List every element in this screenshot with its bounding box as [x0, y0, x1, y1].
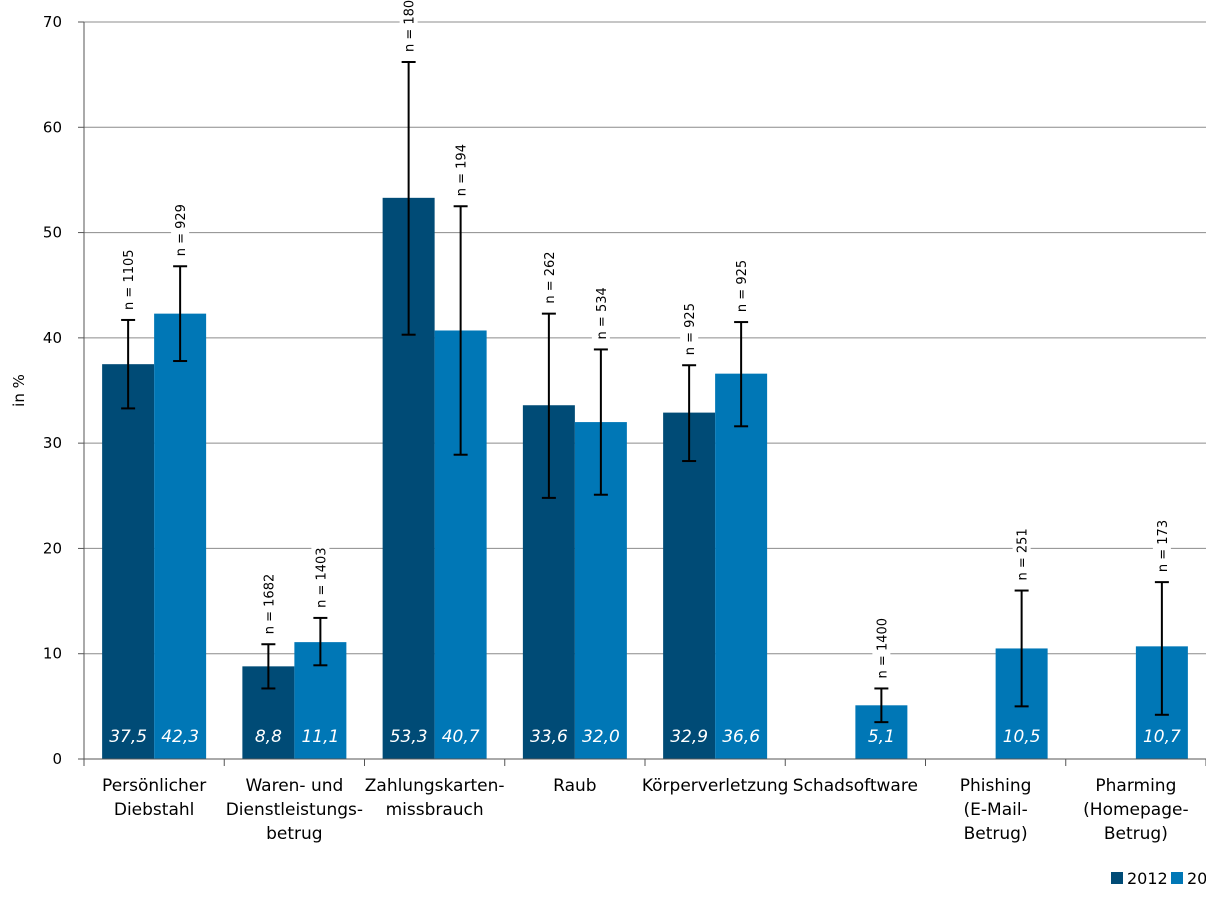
category-label: Schadsoftware — [793, 776, 918, 796]
sample-size-bg — [680, 301, 699, 358]
data-label: 10,7 — [1143, 727, 1181, 747]
data-label: 32,9 — [670, 727, 708, 747]
y-tick-label: 20 — [43, 539, 62, 557]
data-label: 36,6 — [722, 727, 760, 747]
sample-size-label: n = 1105 — [122, 249, 137, 309]
sample-size-label: n = 925 — [683, 303, 698, 355]
category-label: Zahlungskarten-missbrauch — [365, 776, 505, 820]
category-label-line: missbrauch — [386, 800, 484, 820]
legend-swatch — [1171, 872, 1183, 884]
category-label: Phishing (E-Mail- Betrug) — [960, 776, 1032, 844]
data-label: 53,3 — [390, 727, 428, 747]
legend-label: 2017 — [1187, 869, 1206, 888]
category-label: Körperverletzung — [642, 776, 789, 796]
data-label: 5,1 — [868, 727, 895, 747]
category-label-line: Diebstahl — [114, 800, 195, 820]
sample-size-bg — [119, 248, 138, 312]
sample-size-label: n = 194 — [455, 144, 470, 196]
error-bars — [121, 61, 1169, 724]
data-label: 33,6 — [530, 727, 568, 747]
sample-size-label: n = 180 — [403, 0, 418, 52]
axes: 0 10 20 30 40 50 60 70 in % — [10, 13, 1206, 768]
category-label-line: Pharming — [1095, 776, 1176, 796]
sample-size-label: n = 173 — [1156, 520, 1171, 572]
y-tick-label: 30 — [43, 434, 62, 452]
y-tick-label: 10 — [43, 645, 62, 663]
data-label: 8,8 — [255, 727, 282, 747]
sample-size-bg — [171, 202, 190, 259]
y-tick-label: 0 — [52, 750, 62, 768]
legend-swatch — [1111, 872, 1123, 884]
category-labels: Persönlicher Diebstahl Waren- und Dienstlei… — [102, 776, 1189, 844]
category-label-line: Raub — [553, 776, 596, 796]
y-tick-label: 50 — [43, 224, 62, 242]
data-label: 11,1 — [301, 727, 339, 747]
category-label-line: Waren- und — [245, 776, 343, 796]
category-label-line: Körperverletzung — [642, 776, 789, 796]
bar — [663, 412, 716, 759]
category-label-line: Persönlicher — [102, 776, 206, 796]
sample-size-label: n = 251 — [1016, 528, 1031, 580]
category-label: Raub — [553, 776, 596, 796]
data-label: 37,5 — [109, 727, 147, 747]
sample-size-label: n = 929 — [174, 204, 189, 256]
sample-size-bg — [591, 285, 610, 342]
category-label-line: Betrug) — [964, 824, 1028, 844]
bars: 37,5 42,3 8,8 11,1 53,3 40,7 33,6 32,0 32,9 36,6 5… — [102, 197, 1188, 759]
category-label-line: Dienstleistungs- — [226, 800, 363, 820]
legend-label: 2012 — [1127, 869, 1168, 888]
gridlines — [84, 21, 1206, 655]
sample-size-bg — [451, 142, 470, 199]
y-axis-label: in % — [10, 374, 28, 407]
category-label-line: (E-Mail- — [964, 800, 1028, 820]
sample-size-bg — [732, 258, 751, 315]
sample-size-bg — [399, 0, 418, 55]
category-label-line: (Homepage- — [1083, 800, 1188, 820]
sample-size-label: n = 1682 — [262, 574, 277, 634]
sample-size-bg — [539, 249, 558, 306]
data-label: 40,7 — [442, 727, 480, 747]
data-label: 42,3 — [161, 727, 199, 747]
category-label-line: Schadsoftware — [793, 776, 918, 796]
sample-size-bg — [1152, 518, 1171, 575]
legend: 2012 2017 — [1111, 869, 1206, 888]
category-label-line: Zahlungskarten- — [365, 776, 505, 796]
category-label: Persönlicher Diebstahl — [102, 776, 206, 820]
y-tick-label: 70 — [43, 13, 62, 31]
data-label: 32,0 — [582, 727, 620, 747]
sample-size-bg — [311, 546, 330, 610]
category-label-line: betrug — [266, 824, 322, 844]
category-label-line: Betrug) — [1104, 824, 1168, 844]
category-label-line: Phishing — [960, 776, 1032, 796]
sample-size-label: n = 1403 — [314, 547, 329, 607]
category-label: Pharming (Homepage- Betrug) — [1083, 776, 1188, 844]
sample-size-label: n = 262 — [543, 251, 558, 303]
data-label: 10,5 — [1003, 727, 1041, 747]
sample-size-labels: n = 1105 n = 929 n = 1682 n = 1403 n = 180 n … — [119, 0, 1171, 681]
y-tick-label: 40 — [43, 329, 62, 347]
bar — [102, 364, 155, 759]
bar — [715, 373, 768, 759]
sample-size-label: n = 1400 — [875, 618, 890, 678]
sample-size-bg — [872, 617, 891, 681]
sample-size-label: n = 534 — [595, 287, 610, 339]
category-label: Waren- und Dienstleistungs-betrug — [226, 776, 363, 844]
sample-size-bg — [259, 573, 278, 637]
bar — [154, 313, 207, 759]
y-tick-label: 60 — [43, 118, 62, 136]
sample-size-label: n = 925 — [735, 260, 750, 312]
sample-size-bg — [1012, 526, 1031, 583]
